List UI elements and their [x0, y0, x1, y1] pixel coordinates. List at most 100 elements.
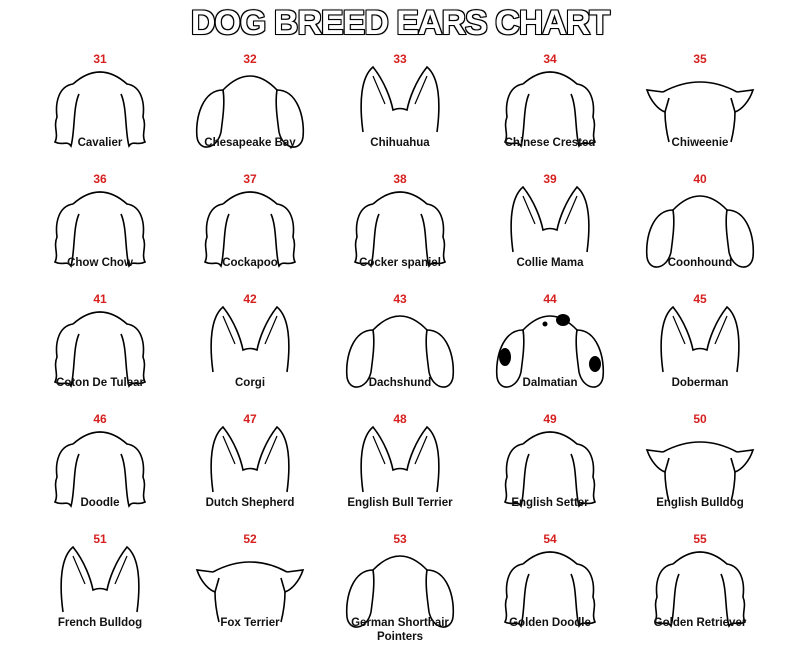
- breed-item: 46 Doodle: [25, 412, 175, 532]
- breed-number: 40: [693, 172, 707, 186]
- breed-number: 50: [693, 412, 707, 426]
- breed-item: 55 Golden Retriever: [625, 532, 775, 652]
- breed-name: Chesapeake Bay: [204, 137, 296, 149]
- breed-item: 43 Dachshund: [325, 292, 475, 412]
- breed-item: 38 Cocker spaniel: [325, 172, 475, 292]
- breed-name: Doodle: [80, 497, 120, 509]
- breed-number: 51: [93, 532, 107, 546]
- breed-grid: 31 Cavalier 32 Chesapeake Bay 33 Chihuahua 34 C…: [25, 52, 775, 652]
- ear-illustration-icon: [503, 71, 597, 148]
- breed-item: 41 Coton De Tulear: [25, 292, 175, 412]
- breed-name: Golden Doodle: [509, 617, 591, 629]
- ear-illustration-icon: [653, 551, 747, 628]
- breed-item: 51 French Bulldog: [25, 532, 175, 652]
- breed-number: 44: [543, 292, 557, 306]
- breed-item: 49 English Setter: [475, 412, 625, 532]
- breed-name: Chihuahua: [370, 137, 430, 149]
- breed-item: 50 English Bulldog: [625, 412, 775, 532]
- ear-illustration-icon: [60, 545, 140, 613]
- ear-illustration-icon: [210, 305, 290, 373]
- breed-number: 37: [243, 172, 257, 186]
- ear-illustration-icon: [510, 185, 590, 253]
- breed-item: 40 Coonhound: [625, 172, 775, 292]
- breed-name: Chow Chow: [67, 257, 133, 269]
- ear-illustration-icon: [53, 311, 147, 388]
- ear-illustration-icon: [495, 314, 605, 388]
- breed-name: English Bulldog: [656, 497, 744, 509]
- breed-name: Dachshund: [368, 377, 432, 389]
- breed-number: 43: [393, 292, 407, 306]
- ear-illustration-icon: [53, 191, 147, 268]
- breed-name: Dutch Shepherd: [205, 497, 295, 509]
- breed-number: 36: [93, 172, 107, 186]
- breed-name: Coton De Tulear: [56, 377, 144, 389]
- breed-item: 45 Doberman: [625, 292, 775, 412]
- breed-item: 53 German Shorthair Pointers: [325, 532, 475, 652]
- ear-illustration-icon: [345, 315, 455, 388]
- breed-name: Coonhound: [667, 257, 733, 269]
- breed-item: 44 Dalmatian: [475, 292, 625, 412]
- breed-name: Chinese Crested: [504, 137, 596, 149]
- ear-illustration-icon: [503, 431, 597, 508]
- breed-number: 45: [693, 292, 707, 306]
- breed-name: English Setter: [511, 497, 589, 509]
- breed-number: 35: [693, 52, 707, 66]
- breed-item: 52 Fox Terrier: [175, 532, 325, 652]
- breed-number: 42: [243, 292, 257, 306]
- breed-item: 36 Chow Chow: [25, 172, 175, 292]
- breed-name: French Bulldog: [57, 617, 143, 629]
- breed-name: Dalmatian: [522, 377, 578, 389]
- ear-illustration-icon: [360, 425, 440, 493]
- breed-name: English Bull Terrier: [347, 497, 453, 509]
- ear-illustration-icon: [645, 81, 755, 143]
- breed-name: Collie Mama: [516, 257, 584, 269]
- breed-name: Cocker spaniel: [359, 257, 441, 269]
- breed-name: Cavalier: [77, 137, 123, 149]
- breed-name: Fox Terrier: [220, 617, 280, 629]
- breed-number: 49: [543, 412, 557, 426]
- breed-name: Golden Retriever: [653, 617, 747, 629]
- breed-number: 47: [243, 412, 257, 426]
- breed-item: 37 Cockapoo: [175, 172, 325, 292]
- breed-number: 41: [93, 292, 107, 306]
- ear-illustration-icon: [53, 71, 147, 148]
- breed-number: 48: [393, 412, 407, 426]
- breed-item: 34 Chinese Crested: [475, 52, 625, 172]
- breed-number: 32: [243, 52, 257, 66]
- ear-illustration-icon: [195, 561, 305, 623]
- ear-illustration-icon: [210, 425, 290, 493]
- ear-illustration-icon: [203, 191, 297, 268]
- breed-item: 39 Collie Mama: [475, 172, 625, 292]
- breed-item: 32 Chesapeake Bay: [175, 52, 325, 172]
- breed-name: Corgi: [234, 377, 266, 389]
- breed-item: 31 Cavalier: [25, 52, 175, 172]
- breed-number: 39: [543, 172, 557, 186]
- chart-title: DOG BREED EARS CHART: [190, 3, 611, 43]
- ear-illustration-icon: [353, 191, 447, 268]
- ear-illustration-icon: [360, 65, 440, 133]
- breed-item: 54 Golden Doodle: [475, 532, 625, 652]
- ear-illustration-icon: [645, 441, 755, 503]
- breed-number: 54: [543, 532, 557, 546]
- breed-number: 55: [693, 532, 707, 546]
- breed-name: Doberman: [671, 377, 729, 389]
- breed-number: 52: [243, 532, 257, 546]
- breed-item: 35 Chiweenie: [625, 52, 775, 172]
- breed-number: 33: [393, 52, 407, 66]
- ear-illustration-icon: [195, 75, 305, 148]
- ear-illustration-icon: [660, 305, 740, 373]
- ear-illustration-icon: [53, 431, 147, 508]
- breed-name: German Shorthair Pointers: [351, 617, 449, 643]
- breed-item: 42 Corgi: [175, 292, 325, 412]
- breed-item: 48 English Bull Terrier: [325, 412, 475, 532]
- breed-number: 34: [543, 52, 557, 66]
- breed-name: Chiweenie: [671, 137, 729, 149]
- breed-number: 38: [393, 172, 407, 186]
- breed-number: 53: [393, 532, 407, 546]
- breed-number: 46: [93, 412, 107, 426]
- breed-name: Cockapoo: [222, 257, 278, 269]
- ear-illustration-icon: [345, 555, 455, 628]
- ear-illustration-icon: [503, 551, 597, 628]
- breed-number: 31: [93, 52, 107, 66]
- breed-item: 47 Dutch Shepherd: [175, 412, 325, 532]
